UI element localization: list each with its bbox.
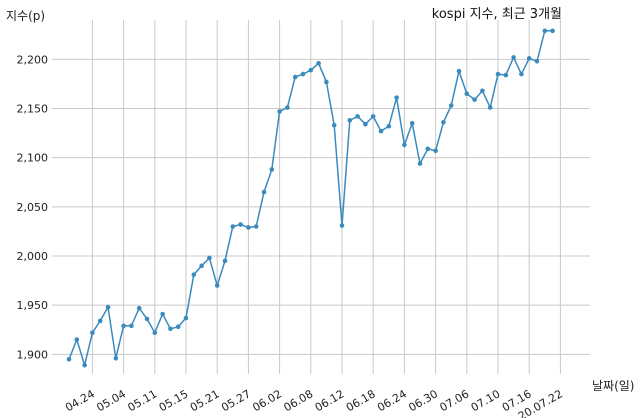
x-tick-label: 06.08 — [282, 387, 316, 414]
series-layer — [66, 28, 555, 368]
data-point — [394, 95, 399, 100]
chart-title: kospi 지수, 최근 3개월 — [432, 7, 562, 22]
data-point — [261, 189, 267, 195]
data-point — [168, 326, 173, 332]
data-point — [464, 91, 470, 97]
data-point — [472, 97, 477, 102]
data-point — [82, 362, 87, 368]
data-point — [160, 311, 165, 317]
data-point — [113, 355, 119, 361]
x-tick-label: 06.30 — [406, 387, 440, 414]
data-point — [355, 114, 360, 119]
data-point — [433, 148, 438, 154]
y-tick-label: 2,200 — [17, 53, 49, 66]
x-tick-label: 07.10 — [469, 387, 503, 414]
data-point — [144, 316, 150, 322]
data-point — [347, 118, 353, 123]
y-tick-label: 1,950 — [17, 299, 49, 312]
data-point — [370, 114, 376, 119]
data-point — [519, 71, 524, 77]
data-point — [105, 304, 111, 310]
data-point — [441, 119, 446, 125]
data-point — [277, 109, 282, 114]
data-point — [121, 323, 126, 329]
data-point — [542, 28, 548, 34]
data-point — [90, 330, 95, 336]
x-tick-label: 05.04 — [94, 387, 128, 414]
x-axis-label: 날짜(일) — [592, 379, 634, 393]
data-point — [456, 68, 462, 74]
data-point — [534, 59, 540, 64]
data-point — [207, 255, 212, 261]
data-point — [253, 224, 259, 229]
data-point — [308, 67, 314, 73]
data-point — [246, 225, 251, 230]
data-point — [339, 223, 345, 228]
x-tick-label: 06.24 — [375, 387, 409, 414]
y-tick-label: 2,000 — [17, 250, 49, 263]
data-point — [378, 128, 384, 134]
x-tick-label: 06.18 — [344, 387, 378, 414]
data-point — [417, 161, 423, 166]
x-tick-label: 07.06 — [438, 387, 472, 414]
grid-layer — [52, 20, 590, 374]
data-point — [487, 105, 493, 110]
data-point — [230, 224, 236, 229]
data-point — [495, 71, 501, 77]
data-point — [199, 263, 204, 269]
data-point — [402, 142, 407, 148]
data-point — [97, 318, 103, 324]
y-tick-label: 1,900 — [17, 348, 49, 361]
data-point — [222, 258, 228, 264]
data-point — [183, 315, 189, 321]
data-point — [511, 55, 516, 60]
x-tick-label: 06.12 — [313, 387, 347, 414]
y-tick-label: 2,100 — [17, 152, 49, 165]
y-axis-label: 지수(p) — [6, 9, 45, 23]
x-tick-label: 05.27 — [219, 387, 253, 414]
data-point — [409, 120, 415, 126]
data-point — [292, 74, 298, 80]
data-point — [386, 123, 392, 129]
data-point — [285, 105, 290, 110]
data-point — [191, 272, 197, 277]
data-point — [480, 88, 485, 94]
data-point — [129, 323, 134, 329]
data-point — [324, 79, 329, 85]
data-point — [175, 324, 181, 330]
x-tick-label: 05.11 — [126, 387, 160, 414]
x-tick-label: 05.15 — [157, 387, 191, 414]
data-point — [448, 103, 454, 108]
data-point — [238, 222, 243, 227]
y-tick-label: 2,050 — [17, 201, 49, 214]
x-tick-label: 04.24 — [63, 387, 97, 414]
data-point — [316, 60, 321, 66]
data-point — [550, 28, 555, 34]
y-tick-label: 2,150 — [17, 103, 49, 116]
x-tick-label: 05.21 — [188, 387, 222, 414]
data-point — [66, 356, 72, 362]
data-point — [503, 72, 509, 78]
data-point — [425, 146, 431, 152]
data-point — [136, 305, 142, 311]
data-point — [526, 56, 532, 61]
data-point — [214, 283, 220, 288]
data-point — [363, 121, 368, 127]
data-point — [74, 337, 80, 342]
data-point — [300, 71, 306, 77]
data-point — [152, 330, 158, 336]
x-tick-label: 06.02 — [250, 387, 284, 414]
data-point — [269, 167, 275, 172]
data-point — [331, 122, 337, 128]
